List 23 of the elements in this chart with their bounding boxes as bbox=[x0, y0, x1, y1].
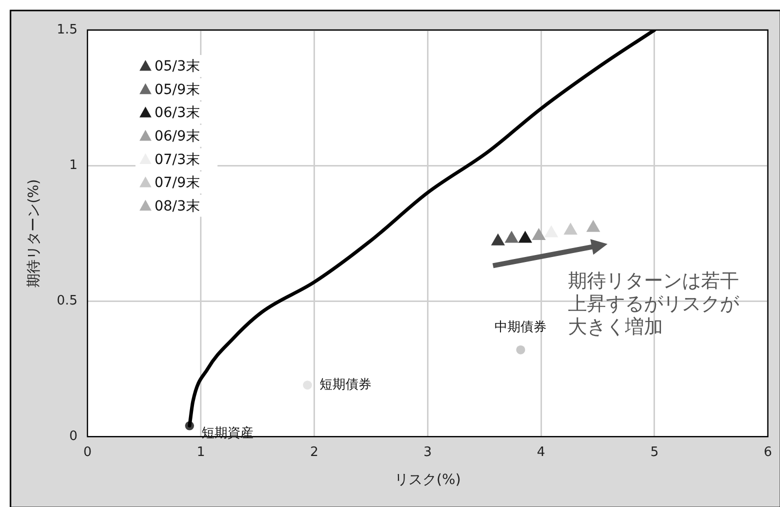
y-axis-title: 期待リターン(%) bbox=[26, 179, 42, 288]
x-tick-label: 6 bbox=[764, 444, 772, 460]
y-tick-label: 0 bbox=[69, 428, 78, 444]
y-tick-label: 0.5 bbox=[56, 293, 78, 308]
legend-label: 05/3末 bbox=[154, 58, 200, 75]
legend-label: 06/3末 bbox=[154, 105, 200, 122]
annotation: 期待リターンは若干上昇するがリスクが大きく増加 bbox=[568, 270, 739, 339]
x-tick-label: 4 bbox=[536, 444, 546, 460]
legend-label: 05/9末 bbox=[154, 82, 200, 98]
legend-label: 07/9末 bbox=[154, 175, 200, 192]
annotation: 短期債券 bbox=[319, 377, 372, 392]
x-tick-label: 1 bbox=[196, 444, 206, 460]
x-tick-label: 0 bbox=[83, 444, 92, 460]
legend-label: 07/3末 bbox=[154, 152, 200, 168]
y-tick-label: 1.5 bbox=[56, 22, 78, 38]
x-tick-label: 5 bbox=[650, 444, 659, 460]
y-tick-label: 1 bbox=[69, 158, 78, 173]
legend-label: 08/3末 bbox=[154, 198, 200, 214]
x-tick-label: 2 bbox=[310, 444, 318, 460]
x-tick-label: 3 bbox=[424, 444, 432, 460]
legend-label: 06/9末 bbox=[154, 128, 200, 145]
annotation: 中期債券 bbox=[494, 320, 547, 336]
x-axis-title: リスク(%) bbox=[394, 472, 461, 488]
